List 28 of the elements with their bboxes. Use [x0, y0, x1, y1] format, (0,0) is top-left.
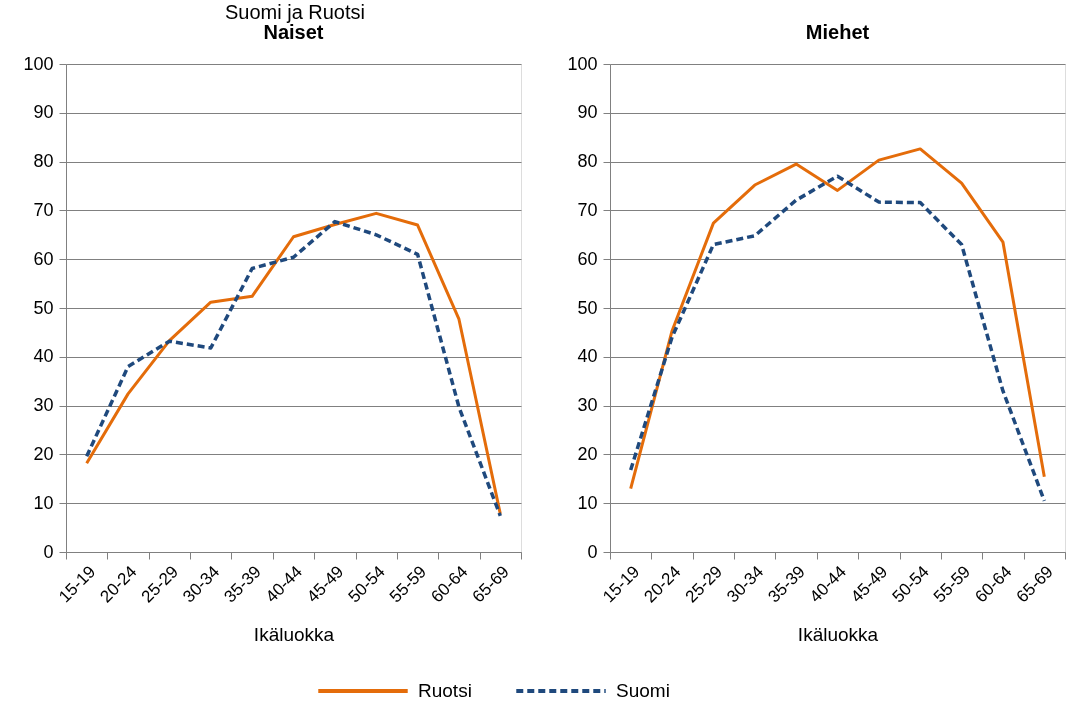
y-tick-label: 20 — [33, 443, 54, 464]
y-tick-label: 0 — [43, 541, 54, 562]
chart-title: Miehet — [805, 21, 870, 43]
y-tick-label: 90 — [577, 102, 598, 123]
legend-label: Suomi — [616, 680, 670, 701]
y-tick-label: 30 — [33, 395, 54, 416]
legend-label: Ruotsi — [418, 680, 472, 701]
y-tick-label: 60 — [577, 248, 598, 269]
y-tick-label: 20 — [577, 443, 598, 464]
y-tick-label: 70 — [577, 199, 598, 220]
y-tick-label: 90 — [33, 102, 54, 123]
y-tick-label: 40 — [577, 346, 598, 367]
x-axis-title: Ikäluokka — [253, 623, 335, 645]
x-axis-title: Ikäluokka — [797, 623, 879, 645]
y-tick-label: 100 — [567, 53, 598, 74]
y-tick-label: 40 — [33, 346, 54, 367]
y-tick-label: 10 — [33, 492, 54, 513]
y-tick-label: 50 — [33, 297, 54, 318]
y-tick-label: 0 — [587, 541, 598, 562]
y-tick-label: 50 — [577, 297, 598, 318]
text: Suomi ja Ruotsi — [224, 0, 365, 23]
y-tick-label: 30 — [577, 395, 598, 416]
y-tick-label: 10 — [577, 492, 598, 513]
y-tick-label: 80 — [577, 151, 598, 172]
y-tick-label: 100 — [23, 53, 54, 74]
y-tick-label: 80 — [33, 151, 54, 172]
y-tick-label: 70 — [33, 199, 54, 220]
y-tick-label: 60 — [33, 248, 54, 269]
